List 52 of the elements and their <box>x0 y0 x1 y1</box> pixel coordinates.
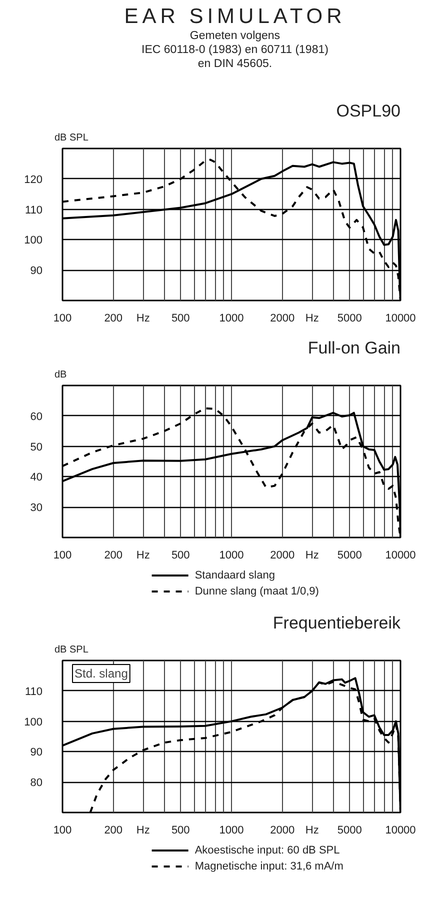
y-axis-title: dB <box>54 370 68 380</box>
chart-title: OSPL90 <box>336 102 400 120</box>
y-tick-label: 100 <box>24 716 43 728</box>
y-tick-label: 120 <box>24 174 43 186</box>
x-tick-label: Hz <box>136 312 150 324</box>
x-tick-label: 2000 <box>270 312 295 324</box>
legend-label: Magnetische input: 31,6 mA/m <box>194 860 344 872</box>
legend-label: Standaard slang <box>194 570 275 582</box>
x-tick-label: 200 <box>104 824 123 836</box>
x-tick-label: 2000 <box>270 550 295 562</box>
x-tick-label: 500 <box>171 824 190 836</box>
x-tick-label: Hz <box>136 824 150 836</box>
x-tick-label: 5000 <box>337 312 362 324</box>
y-axis-title: dB SPL <box>54 644 89 656</box>
x-tick-label: 1000 <box>219 550 244 562</box>
x-tick-label: 5000 <box>337 824 362 836</box>
y-tick-label: 100 <box>24 234 43 247</box>
x-tick-label: 200 <box>104 550 123 562</box>
legend-label: Dunne slang (maat 1/0,9) <box>194 586 319 598</box>
text: EAR SIMULATOR <box>123 5 347 29</box>
y-tick-label: 110 <box>24 686 43 698</box>
chart-title: Frequentiebereik <box>272 614 401 632</box>
x-tick-label: 100 <box>53 312 72 324</box>
x-tick-label: 10000 <box>385 312 416 324</box>
annotation: Std. slang <box>74 666 128 680</box>
y-tick-label: 90 <box>30 265 43 278</box>
x-tick-label: Hz <box>305 550 319 562</box>
y-axis-title: dB SPL <box>54 132 89 144</box>
x-tick-label: 200 <box>104 312 123 324</box>
text: Gemeten volgens IEC 60118-0 (1983) en 60711 (1981) en DIN 45605. <box>140 29 330 71</box>
y-tick-label: 40 <box>30 472 43 484</box>
y-tick-label: 30 <box>30 502 43 514</box>
x-tick-label: Hz <box>136 550 150 562</box>
x-tick-label: 1000 <box>219 824 244 836</box>
y-tick-label: 60 <box>30 410 43 423</box>
x-tick-label: Hz <box>305 312 319 324</box>
y-tick-label: 80 <box>30 777 43 790</box>
x-tick-label: 500 <box>171 312 190 324</box>
x-tick-label: 10000 <box>385 824 416 836</box>
y-tick-label: 90 <box>30 746 43 759</box>
x-tick-label: 1000 <box>219 312 244 324</box>
x-tick-label: 2000 <box>270 824 295 836</box>
chart-title: Full-on Gain <box>308 338 401 358</box>
x-tick-label: Hz <box>305 824 319 836</box>
x-tick-label: 5000 <box>337 550 362 562</box>
x-tick-label: 500 <box>171 550 190 562</box>
x-tick-label: 100 <box>53 550 72 562</box>
x-tick-label: 100 <box>53 824 72 836</box>
y-tick-label: 50 <box>30 441 43 454</box>
y-tick-label: 110 <box>24 204 43 216</box>
x-tick-label: 10000 <box>385 550 416 562</box>
legend-label: Akoestische input: 60 dB SPL <box>194 844 340 856</box>
